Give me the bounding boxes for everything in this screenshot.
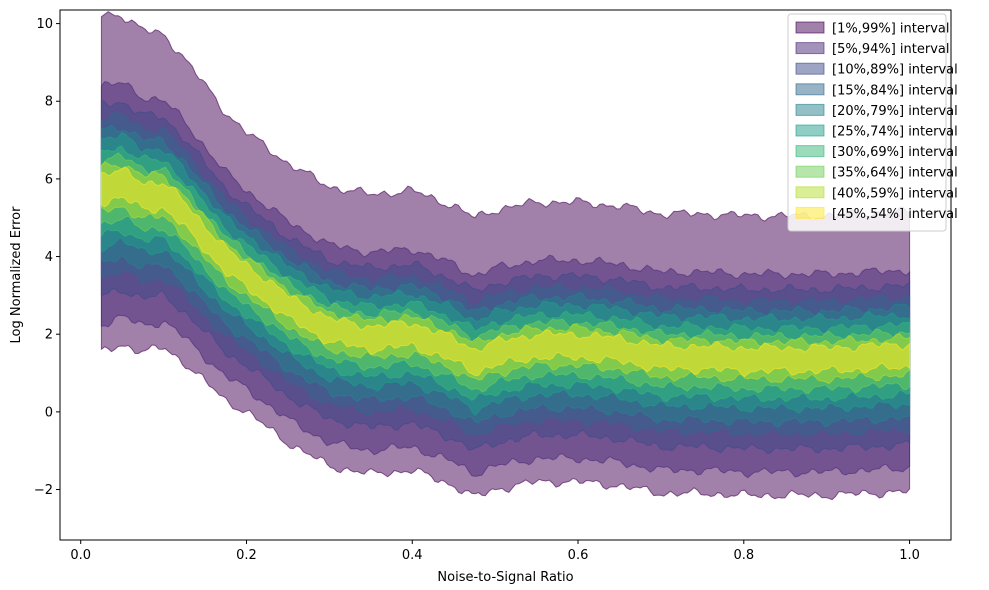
x-tick-label: 0.2: [236, 548, 257, 563]
legend-swatch: [795, 186, 825, 199]
y-tick-label: 0: [45, 405, 53, 420]
legend-label: [40%,59%] interval: [832, 186, 958, 201]
legend-swatch: [795, 21, 825, 34]
band-45-54-interval: [100, 166, 911, 378]
legend-swatch: [795, 124, 825, 137]
legend-swatch: [795, 103, 825, 116]
band-40-59-interval: [100, 161, 911, 385]
legend-label: [10%,89%] interval: [832, 63, 958, 78]
legend-label: [1%,99%] interval: [832, 22, 950, 37]
x-tick-label: 0.8: [733, 548, 754, 563]
legend-label: [30%,69%] interval: [832, 145, 958, 160]
x-tick-label: 0.4: [402, 548, 423, 563]
legend-label: [45%,54%] interval: [832, 207, 958, 222]
x-tick-label: 0.0: [70, 548, 91, 563]
legend-swatch: [795, 62, 825, 75]
legend: [1%,99%] interval [5%,94%] interval [10%,8…: [787, 13, 958, 232]
legend-box: [787, 13, 947, 232]
plot-frame: [59, 9, 952, 541]
legend-label: [20%,79%] interval: [832, 104, 958, 119]
x-tick-label: 1.0: [899, 548, 920, 563]
legend-swatch: [795, 206, 825, 219]
legend-swatch: [795, 83, 825, 96]
legend-label: [35%,64%] interval: [832, 166, 958, 181]
x-axis-ticks: 0.0 0.2 0.4 0.6 0.8 1.0: [70, 540, 920, 563]
y-tick-label: 2: [45, 328, 53, 343]
interval-bands: [100, 10, 911, 501]
y-tick-label: −2: [34, 483, 53, 498]
legend-swatch: [795, 42, 825, 55]
legend-label: [5%,94%] interval: [832, 42, 950, 57]
x-axis-label: Noise-to-Signal Ratio: [437, 570, 573, 585]
y-tick-label: 4: [45, 250, 53, 265]
legend-label: [25%,74%] interval: [832, 125, 958, 140]
legend-label: [15%,84%] interval: [832, 83, 958, 98]
legend-swatch: [795, 165, 825, 178]
legend-swatch: [795, 145, 825, 158]
y-tick-label: 8: [45, 95, 53, 110]
y-axis-ticks: −2 0 2 4 6 8 10: [34, 17, 60, 498]
x-tick-label: 0.6: [568, 548, 589, 563]
y-tick-label: 10: [36, 17, 53, 32]
y-axis-label: Log Normalized Error: [9, 206, 24, 344]
y-tick-label: 6: [45, 172, 53, 187]
